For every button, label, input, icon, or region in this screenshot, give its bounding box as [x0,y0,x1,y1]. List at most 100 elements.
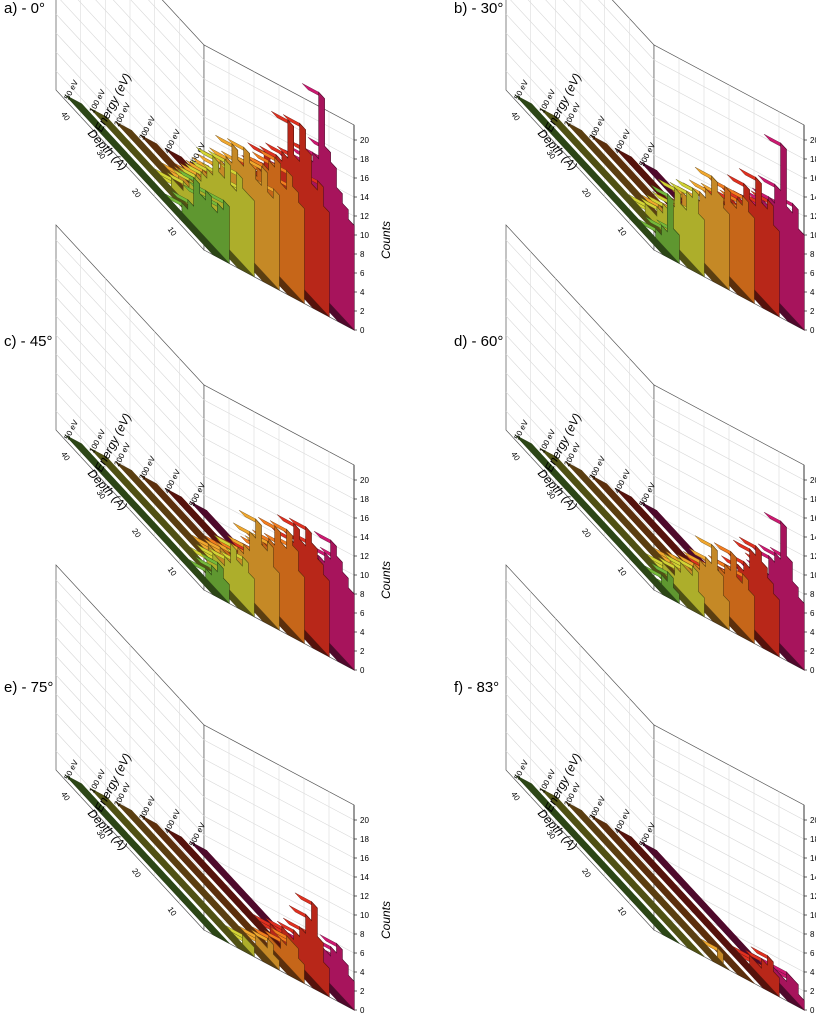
counts-tick-label: 8 [360,250,365,259]
counts-tick-label: 0 [810,666,815,675]
counts-tick-label: 10 [360,911,369,920]
counts-tick-label: 18 [810,495,816,504]
series-ribbon-50-ev [514,434,680,605]
depth-tick-label: 20 [130,187,143,200]
depth-tick-label: 40 [59,790,72,803]
counts-tick-label: 20 [360,476,369,485]
counts-tick-label: 2 [360,307,365,316]
depth-tick-label: 10 [166,905,179,918]
depth-tick-label: 10 [616,565,629,578]
counts-tick-label: 0 [360,666,365,675]
counts-tick-label: 4 [360,288,365,297]
counts-tick-label: 16 [810,174,816,183]
panel-title-b: b) - 30° [454,0,504,17]
counts-tick-label: 12 [360,892,369,901]
counts-tick-label: 18 [810,155,816,164]
panel-title-d: d) - 60° [454,333,504,350]
depth-tick-label: 20 [130,867,143,880]
depth-tick-label: 10 [166,565,179,578]
ribbon-face [531,103,680,265]
counts-tick-label: 0 [360,326,365,335]
depth-tick-label: 10 [166,225,179,238]
counts-tick-label: 18 [360,495,369,504]
counts-tick-label: 6 [810,269,815,278]
panel-title-e: e) - 75° [4,679,54,696]
counts-tick-label: 12 [810,892,816,901]
ribbon-face [581,809,730,971]
counts-tick-label: 14 [810,533,816,542]
counts-tick-label: 18 [360,155,369,164]
series-ribbon-50-ev [64,434,230,605]
panel-title-a: a) - 0° [4,0,46,17]
ribbon-face [81,443,230,605]
counts-tick-label: 20 [810,816,816,825]
counts-tick-label: 8 [810,930,815,939]
ribbon-face [531,783,680,944]
counts-tick-label: 8 [360,590,365,599]
counts-tick-label: 12 [810,552,816,561]
counts-tick-label: 20 [360,816,369,825]
counts-tick-label: 2 [810,987,815,996]
ribbon-face [81,103,230,265]
counts-tick-label: 8 [360,930,365,939]
depth-tick-label: 40 [509,790,522,803]
counts-tick-label: 6 [360,949,365,958]
counts-tick-label: 4 [810,968,815,977]
counts-tick-label: 14 [360,533,369,542]
counts-tick-label: 10 [810,231,816,240]
series-ribbon-50-ev [64,94,230,265]
counts-tick-label: 8 [810,250,815,259]
counts-tick-label: 10 [360,571,369,580]
panel-title-c: c) - 45° [4,333,53,350]
counts-tick-label: 10 [810,911,816,920]
counts-tick-label: 20 [810,476,816,485]
series-ribbon-400-ev [614,827,780,998]
series-ribbon-50-ev [514,774,680,944]
counts-tick-label: 16 [810,854,816,863]
counts-tick-label: 18 [360,835,369,844]
counts-tick-label: 0 [810,1006,815,1015]
counts-tick-label: 16 [360,854,369,863]
counts-tick-label: 4 [360,968,365,977]
counts-tick-label: 16 [360,514,369,523]
panel-title-f: f) - 83° [454,679,500,696]
counts-tick-label: 2 [810,307,815,316]
counts-tick-label: 20 [360,136,369,145]
series-ribbon-300-ev [589,814,755,984]
ribbon-face [606,823,755,984]
counts-tick-label: 14 [360,193,369,202]
counts-axis-label: Counts [379,901,393,939]
counts-tick-label: 12 [360,212,369,221]
depth-tick-label: 10 [616,225,629,238]
counts-tick-label: 14 [810,873,816,882]
depth-tick-label: 10 [616,905,629,918]
depth-tick-label: 20 [130,527,143,540]
depth-tick-label: 40 [509,110,522,123]
ribbon-face [81,783,230,944]
ribbon-face [631,836,780,998]
depth-tick-label: 40 [509,450,522,463]
counts-tick-label: 14 [810,193,816,202]
series-ribbon-50-ev [514,94,680,265]
counts-tick-label: 2 [360,987,365,996]
counts-tick-label: 4 [810,628,815,637]
depth-tick-label: 20 [580,867,593,880]
counts-tick-label: 6 [360,609,365,618]
counts-tick-label: 4 [360,628,365,637]
counts-axis-label: Counts [379,561,393,599]
counts-tick-label: 16 [810,514,816,523]
series-ribbon-200-ev [564,801,730,971]
counts-tick-label: 10 [360,231,369,240]
counts-tick-label: 10 [810,571,816,580]
ribbon-face [531,443,680,605]
depth-tick-label: 40 [59,110,72,123]
counts-tick-label: 2 [360,647,365,656]
counts-tick-label: 20 [810,136,816,145]
ribbon-face [106,796,255,958]
